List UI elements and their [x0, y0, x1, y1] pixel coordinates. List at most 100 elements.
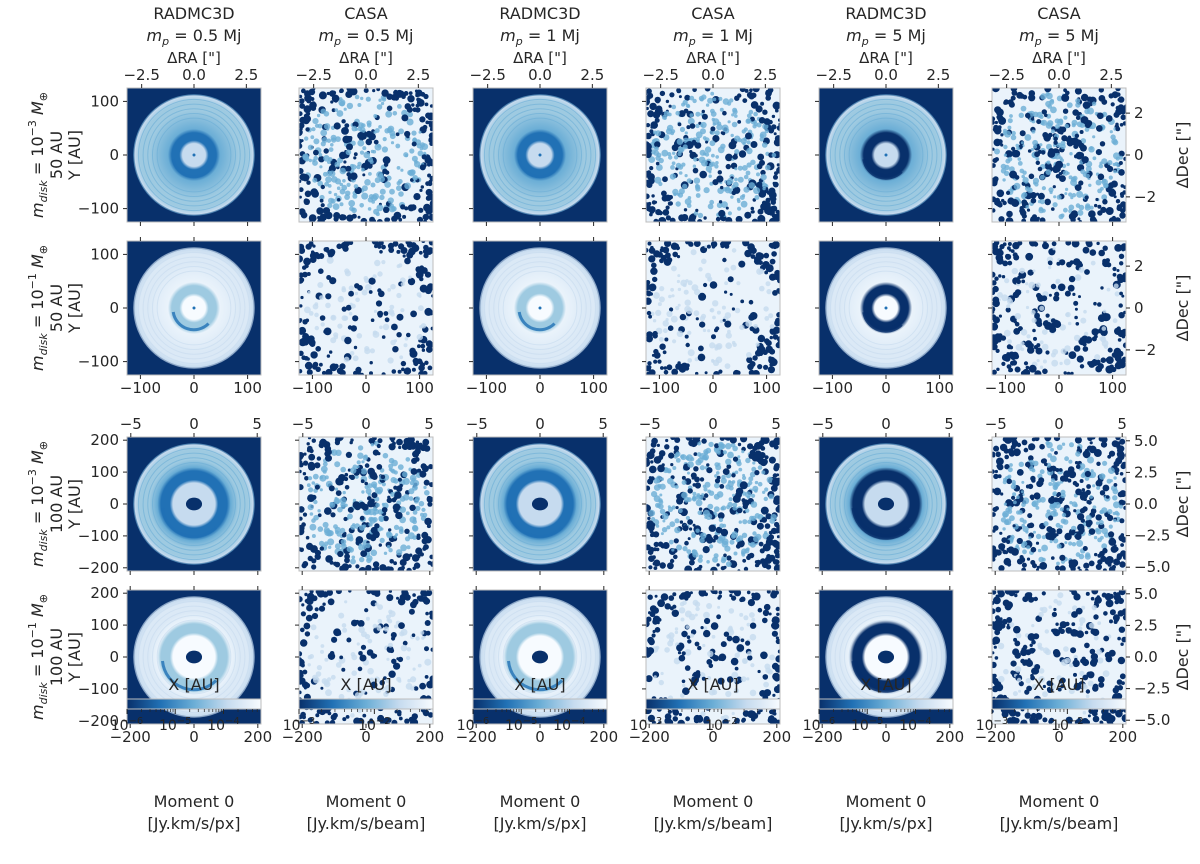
- emission-speckle: [694, 601, 701, 608]
- emission-speckle: [728, 608, 735, 614]
- noise-speckle: [399, 483, 403, 488]
- planet-wake: [161, 507, 218, 539]
- noise-speckle: [386, 717, 392, 723]
- emission-speckle: [371, 200, 376, 204]
- emission-speckle: [1011, 130, 1016, 136]
- noise-speckle: [1107, 347, 1113, 353]
- emission-speckle: [404, 154, 409, 158]
- noise-speckle: [757, 334, 766, 343]
- noise-speckle: [1006, 478, 1012, 485]
- emission-speckle: [1041, 535, 1046, 540]
- noise-speckle: [706, 467, 713, 474]
- emission-speckle: [719, 319, 724, 324]
- noise-speckle: [722, 257, 727, 263]
- noise-speckle: [396, 709, 402, 715]
- noise-speckle: [670, 453, 674, 457]
- noise-speckle: [649, 448, 656, 454]
- noise-speckle: [1005, 217, 1014, 222]
- emission-speckle: [318, 540, 325, 547]
- noise-speckle: [418, 250, 423, 255]
- noise-speckle: [757, 607, 763, 613]
- emission-speckle: [409, 148, 415, 154]
- emission-speckle: [727, 451, 734, 459]
- noise-speckle: [324, 211, 333, 220]
- emission-speckle: [341, 315, 348, 321]
- noise-speckle: [317, 216, 321, 220]
- noise-speckle: [724, 320, 732, 328]
- emission-speckle: [1090, 260, 1096, 266]
- emission-speckle: [752, 124, 757, 129]
- emission-speckle: [1054, 118, 1060, 124]
- noise-speckle: [698, 715, 702, 719]
- emission-speckle: [671, 265, 677, 272]
- emission-speckle: [352, 498, 357, 503]
- noise-speckle: [720, 641, 727, 648]
- noise-speckle: [369, 371, 373, 375]
- noise-speckle: [1010, 95, 1016, 101]
- noise-speckle: [652, 618, 659, 625]
- emission-speckle: [399, 631, 405, 637]
- noise-speckle: [1059, 554, 1066, 561]
- emission-speckle: [364, 484, 369, 490]
- emission-speckle: [1001, 294, 1009, 302]
- emission-speckle: [716, 310, 721, 315]
- noise-speckle: [1065, 241, 1072, 246]
- noise-speckle: [1064, 532, 1072, 541]
- emission-speckle: [398, 529, 404, 535]
- emission-speckle: [359, 203, 365, 208]
- emission-speckle: [695, 528, 700, 533]
- emission-speckle: [374, 602, 379, 607]
- emission-speckle: [677, 147, 684, 154]
- noise-speckle: [1066, 371, 1071, 375]
- emission-speckle: [740, 200, 748, 208]
- noise-speckle: [373, 139, 379, 145]
- noise-speckle: [1047, 150, 1056, 158]
- emission-speckle: [1095, 528, 1102, 535]
- noise-speckle: [342, 717, 347, 722]
- emission-speckle: [339, 167, 347, 175]
- noise-speckle: [750, 206, 755, 211]
- noise-speckle: [740, 299, 745, 304]
- noise-speckle: [345, 451, 352, 458]
- column-title-planet-mass: mp = 0.5 Mj: [319, 26, 414, 48]
- noise-speckle: [1122, 205, 1126, 211]
- noise-speckle: [992, 306, 996, 313]
- emission-speckle: [373, 309, 378, 313]
- noise-speckle: [307, 445, 313, 452]
- emission-speckle: [348, 536, 354, 542]
- noise-speckle: [725, 206, 729, 210]
- noise-speckle: [731, 190, 737, 196]
- noise-speckle: [424, 102, 429, 107]
- emission-speckle: [367, 156, 373, 163]
- noise-speckle: [668, 201, 673, 206]
- emission-speckle: [364, 346, 370, 352]
- noise-speckle: [646, 247, 649, 253]
- emission-speckle: [691, 496, 697, 501]
- noise-speckle: [348, 290, 354, 297]
- noise-speckle: [766, 590, 771, 594]
- emission-speckle: [733, 551, 738, 556]
- noise-speckle: [701, 438, 707, 444]
- noise-speckle: [300, 139, 304, 143]
- noise-speckle: [310, 351, 318, 359]
- emission-speckle: [709, 544, 714, 549]
- emission-speckle: [663, 328, 668, 334]
- noise-speckle: [716, 475, 721, 480]
- emission-speckle: [1103, 182, 1109, 189]
- noise-speckle: [1118, 253, 1125, 259]
- noise-speckle: [773, 138, 780, 147]
- noise-speckle: [400, 204, 406, 210]
- emission-speckle: [344, 600, 348, 604]
- emission-speckle: [1066, 102, 1073, 108]
- emission-speckle: [713, 493, 720, 500]
- noise-speckle: [324, 720, 330, 724]
- noise-speckle: [1006, 210, 1013, 218]
- emission-speckle: [399, 506, 406, 513]
- emission-speckle: [360, 468, 367, 475]
- noise-speckle: [687, 639, 692, 644]
- emission-speckle: [380, 527, 384, 531]
- emission-speckle: [307, 144, 314, 151]
- noise-speckle: [339, 151, 347, 160]
- noise-speckle: [304, 592, 308, 597]
- emission-speckle: [386, 545, 391, 549]
